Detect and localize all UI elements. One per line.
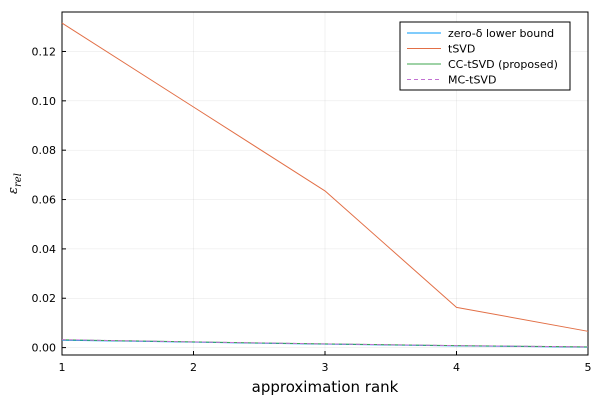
x-axis-ticks: 1 2 3 4 5: [59, 351, 592, 374]
legend-entry-label: zero-δ lower bound: [448, 27, 554, 40]
x-tick-label: 2: [190, 361, 197, 374]
y-axis-ticks: 0.00 0.02 0.04 0.06 0.08 0.10 0.12: [32, 45, 66, 355]
y-axis-label-subscript: rel: [13, 173, 24, 187]
y-axis-label: εrel: [6, 173, 24, 194]
y-tick-label: 0.04: [32, 243, 57, 256]
series-line-3: [61, 339, 589, 348]
legend: zero-δ lower bound tSVD CC-tSVD (proposed)…: [399, 21, 571, 91]
x-tick-label: 3: [322, 361, 329, 374]
y-tick-label: 0.08: [32, 144, 57, 157]
x-tick-label: 1: [59, 361, 66, 374]
y-tick-label: 0.12: [32, 45, 57, 58]
x-tick-label: 4: [453, 361, 460, 374]
y-tick-label: 0.06: [32, 194, 57, 207]
legend-entry-label: MC-tSVD: [448, 74, 496, 87]
legend-entry-label: CC-tSVD (proposed): [448, 58, 558, 71]
y-tick-label: 0.10: [32, 95, 57, 108]
series-line-1: [61, 22, 589, 332]
legend-entry-label: tSVD: [448, 43, 475, 56]
y-tick-label: 0.00: [32, 342, 57, 355]
x-tick-label: 5: [585, 361, 592, 374]
x-axis-label: approximation rank: [252, 378, 399, 396]
series-lines: [61, 22, 589, 348]
y-tick-label: 0.02: [32, 292, 57, 305]
